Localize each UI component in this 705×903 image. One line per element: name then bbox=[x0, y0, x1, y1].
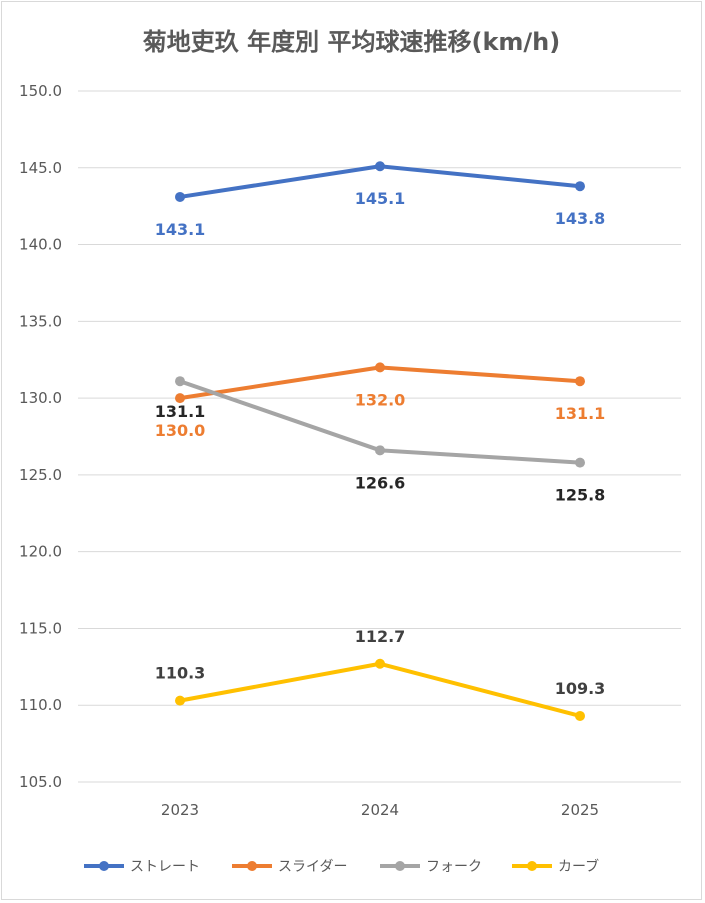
legend-label: ストレート bbox=[130, 859, 200, 875]
data-label: 131.1 bbox=[155, 402, 206, 421]
legend-label: スライダー bbox=[278, 859, 347, 875]
y-tick-label: 140.0 bbox=[19, 236, 62, 254]
data-label: 109.3 bbox=[555, 679, 606, 698]
y-tick-label: 145.0 bbox=[19, 159, 62, 177]
y-tick-label: 130.0 bbox=[19, 389, 62, 407]
y-tick-label: 135.0 bbox=[19, 312, 62, 330]
data-point bbox=[175, 695, 185, 706]
data-label: 112.7 bbox=[355, 627, 406, 646]
data-point bbox=[175, 191, 185, 202]
legend-label: カーブ bbox=[558, 858, 599, 875]
data-label: 132.0 bbox=[355, 390, 406, 409]
legend-label: フォーク bbox=[426, 859, 482, 875]
data-label: 143.1 bbox=[155, 220, 206, 239]
data-label: 143.8 bbox=[555, 209, 606, 228]
data-label: 145.1 bbox=[355, 189, 406, 208]
data-point bbox=[575, 457, 585, 468]
x-tick-label: 2023 bbox=[161, 801, 199, 819]
x-tick-label: 2025 bbox=[561, 801, 599, 819]
y-tick-label: 115.0 bbox=[19, 619, 62, 637]
legend-marker bbox=[527, 861, 537, 871]
data-point bbox=[575, 376, 585, 387]
legend-marker bbox=[99, 861, 109, 871]
data-point bbox=[575, 181, 585, 192]
y-tick-label: 120.0 bbox=[19, 543, 62, 561]
y-tick-label: 105.0 bbox=[19, 773, 62, 791]
legend-marker bbox=[395, 861, 405, 871]
data-label: 131.1 bbox=[555, 404, 606, 423]
y-tick-label: 150.0 bbox=[19, 82, 62, 100]
data-label: 130.0 bbox=[155, 421, 206, 440]
data-label: 126.6 bbox=[355, 473, 406, 492]
chart-title: 菊地吏玖 年度別 平均球速推移(km/h) bbox=[142, 28, 561, 56]
y-tick-label: 125.0 bbox=[19, 466, 62, 484]
data-point bbox=[375, 161, 385, 172]
y-tick-label: 110.0 bbox=[19, 696, 62, 714]
data-label: 110.3 bbox=[155, 664, 206, 683]
data-label: 125.8 bbox=[555, 486, 606, 505]
data-point bbox=[375, 445, 385, 456]
legend-marker bbox=[247, 861, 257, 871]
data-point bbox=[575, 710, 585, 721]
x-tick-label: 2024 bbox=[361, 801, 399, 819]
data-point bbox=[375, 362, 385, 373]
data-point bbox=[175, 393, 185, 404]
data-point bbox=[375, 658, 385, 669]
data-point bbox=[175, 376, 185, 387]
series-line bbox=[179, 661, 581, 718]
